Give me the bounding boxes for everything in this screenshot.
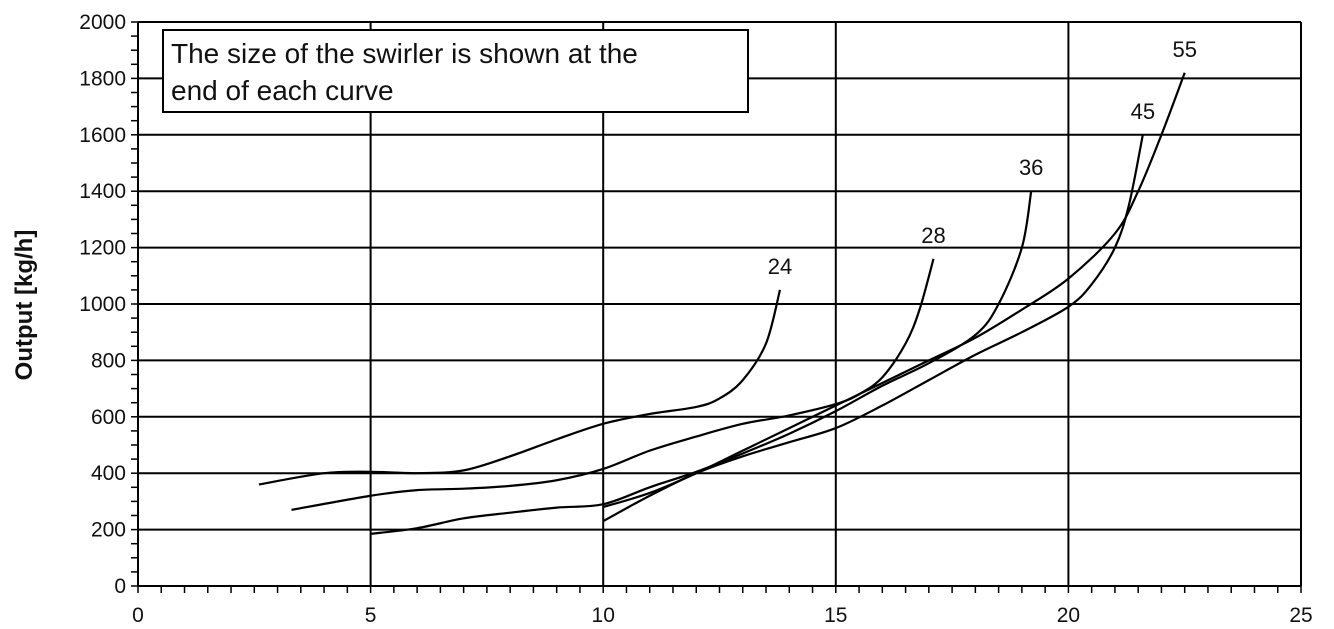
note-line-2: end of each curve [171,75,394,106]
y-axis-label: Output [kg/h] [11,230,38,381]
curve-series-24 [258,289,782,486]
x-tick-label: 10 [592,604,615,627]
axis-ticks [131,21,1302,593]
curve-end-labels: 24 28 36 45 55 [768,37,1197,279]
curve-series-36 [370,191,1033,535]
y-tick-label: 1200 [79,237,126,260]
y-tick-label: 200 [91,519,126,542]
y-tick-labels: 0 200 400 600 800 1000 1200 1400 1600 1800 2000 [79,11,126,598]
x-tick-label: 25 [1289,604,1312,627]
y-tick-label: 0 [114,575,126,598]
x-tick-label: 5 [365,604,377,627]
x-tick-label: 20 [1057,604,1080,627]
curve-label-28: 28 [921,223,945,248]
note-line-1: The size of the swirler is shown at the [171,38,638,69]
curve-series-55 [602,72,1186,509]
x-tick-labels: 0 5 10 15 20 25 [132,604,1313,627]
curve-label-55: 55 [1172,37,1196,62]
curve-series-28 [291,258,935,511]
note-box: The size of the swirler is shown at the … [162,29,749,113]
y-tick-label: 600 [91,406,126,429]
x-tick-label: 0 [132,604,144,627]
curve-series-45 [602,134,1144,523]
data-curves [258,72,1186,535]
y-tick-label: 1800 [79,67,126,90]
curve-label-45: 45 [1131,99,1155,124]
y-tick-label: 1600 [79,124,126,147]
y-tick-label: 800 [91,349,126,372]
y-tick-label: 1400 [79,180,126,203]
y-tick-label: 1000 [79,293,126,316]
x-tick-label: 15 [824,604,847,627]
y-tick-label: 2000 [79,11,126,34]
curve-label-24: 24 [768,254,792,279]
curve-label-36: 36 [1019,155,1043,180]
y-tick-label: 400 [91,462,126,485]
